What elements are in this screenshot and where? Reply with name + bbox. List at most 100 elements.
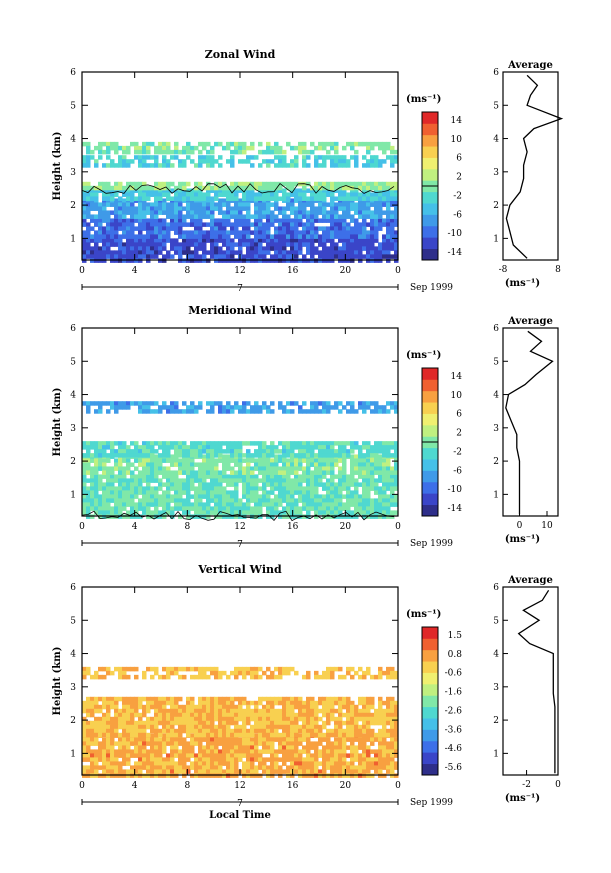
heatmap-cell bbox=[330, 773, 335, 778]
heatmap-cell bbox=[94, 753, 99, 758]
heatmap-cell bbox=[278, 745, 283, 750]
heatmap-cell bbox=[346, 724, 351, 730]
heatmap-cell bbox=[374, 732, 379, 738]
heatmap-cell bbox=[126, 704, 131, 710]
heatmap-cell bbox=[254, 486, 259, 491]
heatmap-cell bbox=[322, 466, 327, 471]
heatmap-cell bbox=[214, 494, 219, 499]
heatmap-cell bbox=[98, 704, 103, 710]
heatmap-cell bbox=[242, 696, 247, 702]
heatmap-cell bbox=[90, 258, 95, 263]
heatmap-cell bbox=[166, 470, 171, 475]
heatmap-cell bbox=[142, 466, 147, 471]
heatmap-cell bbox=[390, 712, 395, 718]
heatmap-cell bbox=[162, 458, 167, 463]
heatmap-cell bbox=[182, 470, 187, 475]
heatmap-cell bbox=[190, 506, 195, 511]
heatmap-cell bbox=[242, 737, 247, 742]
heatmap-cell bbox=[266, 724, 271, 730]
heatmap-cell bbox=[190, 733, 195, 738]
heatmap-cell bbox=[114, 696, 119, 702]
heatmap-cell bbox=[150, 238, 155, 243]
heatmap-cell bbox=[102, 732, 107, 738]
heatmap-cell bbox=[218, 769, 223, 774]
heatmap-cell bbox=[290, 486, 295, 491]
heatmap-cell bbox=[310, 482, 315, 487]
heatmap-cell bbox=[234, 149, 239, 155]
date-tick-label: 7 bbox=[237, 284, 243, 294]
heatmap-cell bbox=[110, 141, 115, 147]
heatmap-cell bbox=[118, 498, 123, 503]
heatmap-cell bbox=[210, 753, 215, 758]
heatmap-cell bbox=[258, 409, 263, 414]
heatmap-cell bbox=[342, 246, 347, 251]
heatmap-cell bbox=[338, 732, 343, 738]
heatmap-cell bbox=[390, 745, 395, 750]
heatmap-cell bbox=[198, 192, 203, 197]
heatmap-cell bbox=[326, 708, 331, 714]
heatmap-cell bbox=[114, 478, 119, 483]
heatmap-cell bbox=[130, 506, 135, 511]
heatmap-cell bbox=[390, 700, 395, 706]
heatmap-cell bbox=[346, 230, 351, 235]
heatmap-cell bbox=[102, 720, 107, 726]
heatmap-cell bbox=[294, 506, 299, 511]
heatmap-cell bbox=[266, 765, 271, 770]
y-tick-label: 5 bbox=[70, 357, 76, 367]
heatmap-cell bbox=[226, 246, 231, 251]
heatmap-cell bbox=[278, 700, 283, 706]
heatmap-cell bbox=[90, 250, 95, 255]
heatmap-cell bbox=[166, 498, 171, 503]
heatmap-cell bbox=[266, 708, 271, 714]
heatmap-cell bbox=[386, 700, 391, 706]
profile-y-tick-label: 3 bbox=[493, 424, 499, 434]
heatmap-cell bbox=[362, 218, 367, 223]
heatmap-cell bbox=[126, 478, 131, 483]
heatmap-cell bbox=[162, 145, 167, 151]
heatmap-cell bbox=[318, 210, 323, 215]
heatmap-cell bbox=[98, 728, 103, 734]
heatmap-cell bbox=[130, 666, 135, 672]
heatmap-cell bbox=[386, 498, 391, 503]
heatmap-cell bbox=[298, 230, 303, 235]
heatmap-cell bbox=[90, 458, 95, 463]
heatmap-cell bbox=[186, 474, 191, 479]
heatmap-cell bbox=[346, 506, 351, 511]
heatmap-cell bbox=[326, 218, 331, 223]
heatmap-cell bbox=[170, 202, 175, 207]
heatmap-cell bbox=[198, 202, 203, 207]
heatmap-cell bbox=[326, 761, 331, 766]
heatmap-cell bbox=[250, 474, 255, 479]
heatmap-cell bbox=[114, 761, 119, 766]
heatmap-cell bbox=[230, 765, 235, 770]
heatmap-cell bbox=[302, 210, 307, 215]
heatmap-cell bbox=[334, 749, 339, 754]
heatmap-cell bbox=[142, 720, 147, 726]
heatmap-cell bbox=[154, 145, 159, 151]
heatmap-cell bbox=[326, 494, 331, 499]
heatmap-cell bbox=[290, 198, 295, 203]
heatmap-cell bbox=[218, 155, 223, 160]
heatmap-cell bbox=[362, 757, 367, 762]
heatmap-cell bbox=[314, 250, 319, 255]
heatmap-cell bbox=[234, 745, 239, 750]
heatmap-cell bbox=[394, 486, 399, 491]
heatmap-cell bbox=[110, 222, 115, 227]
heatmap-cell bbox=[102, 506, 107, 511]
heatmap-cell bbox=[346, 449, 351, 454]
heatmap-cell bbox=[266, 466, 271, 471]
heatmap-cell bbox=[354, 753, 359, 758]
heatmap-cell bbox=[318, 206, 323, 211]
heatmap-cell bbox=[158, 145, 163, 151]
heatmap-cell bbox=[150, 163, 155, 168]
heatmap-cell bbox=[346, 498, 351, 503]
heatmap-cell bbox=[126, 737, 131, 742]
heatmap-cell bbox=[370, 502, 375, 507]
heatmap-cell bbox=[386, 453, 391, 458]
heatmap-cell bbox=[250, 466, 255, 471]
heatmap-cell bbox=[322, 449, 327, 454]
heatmap-cell bbox=[186, 716, 191, 722]
heatmap-cell bbox=[282, 741, 287, 746]
heatmap-cell bbox=[374, 482, 379, 487]
heatmap-cell bbox=[370, 234, 375, 239]
